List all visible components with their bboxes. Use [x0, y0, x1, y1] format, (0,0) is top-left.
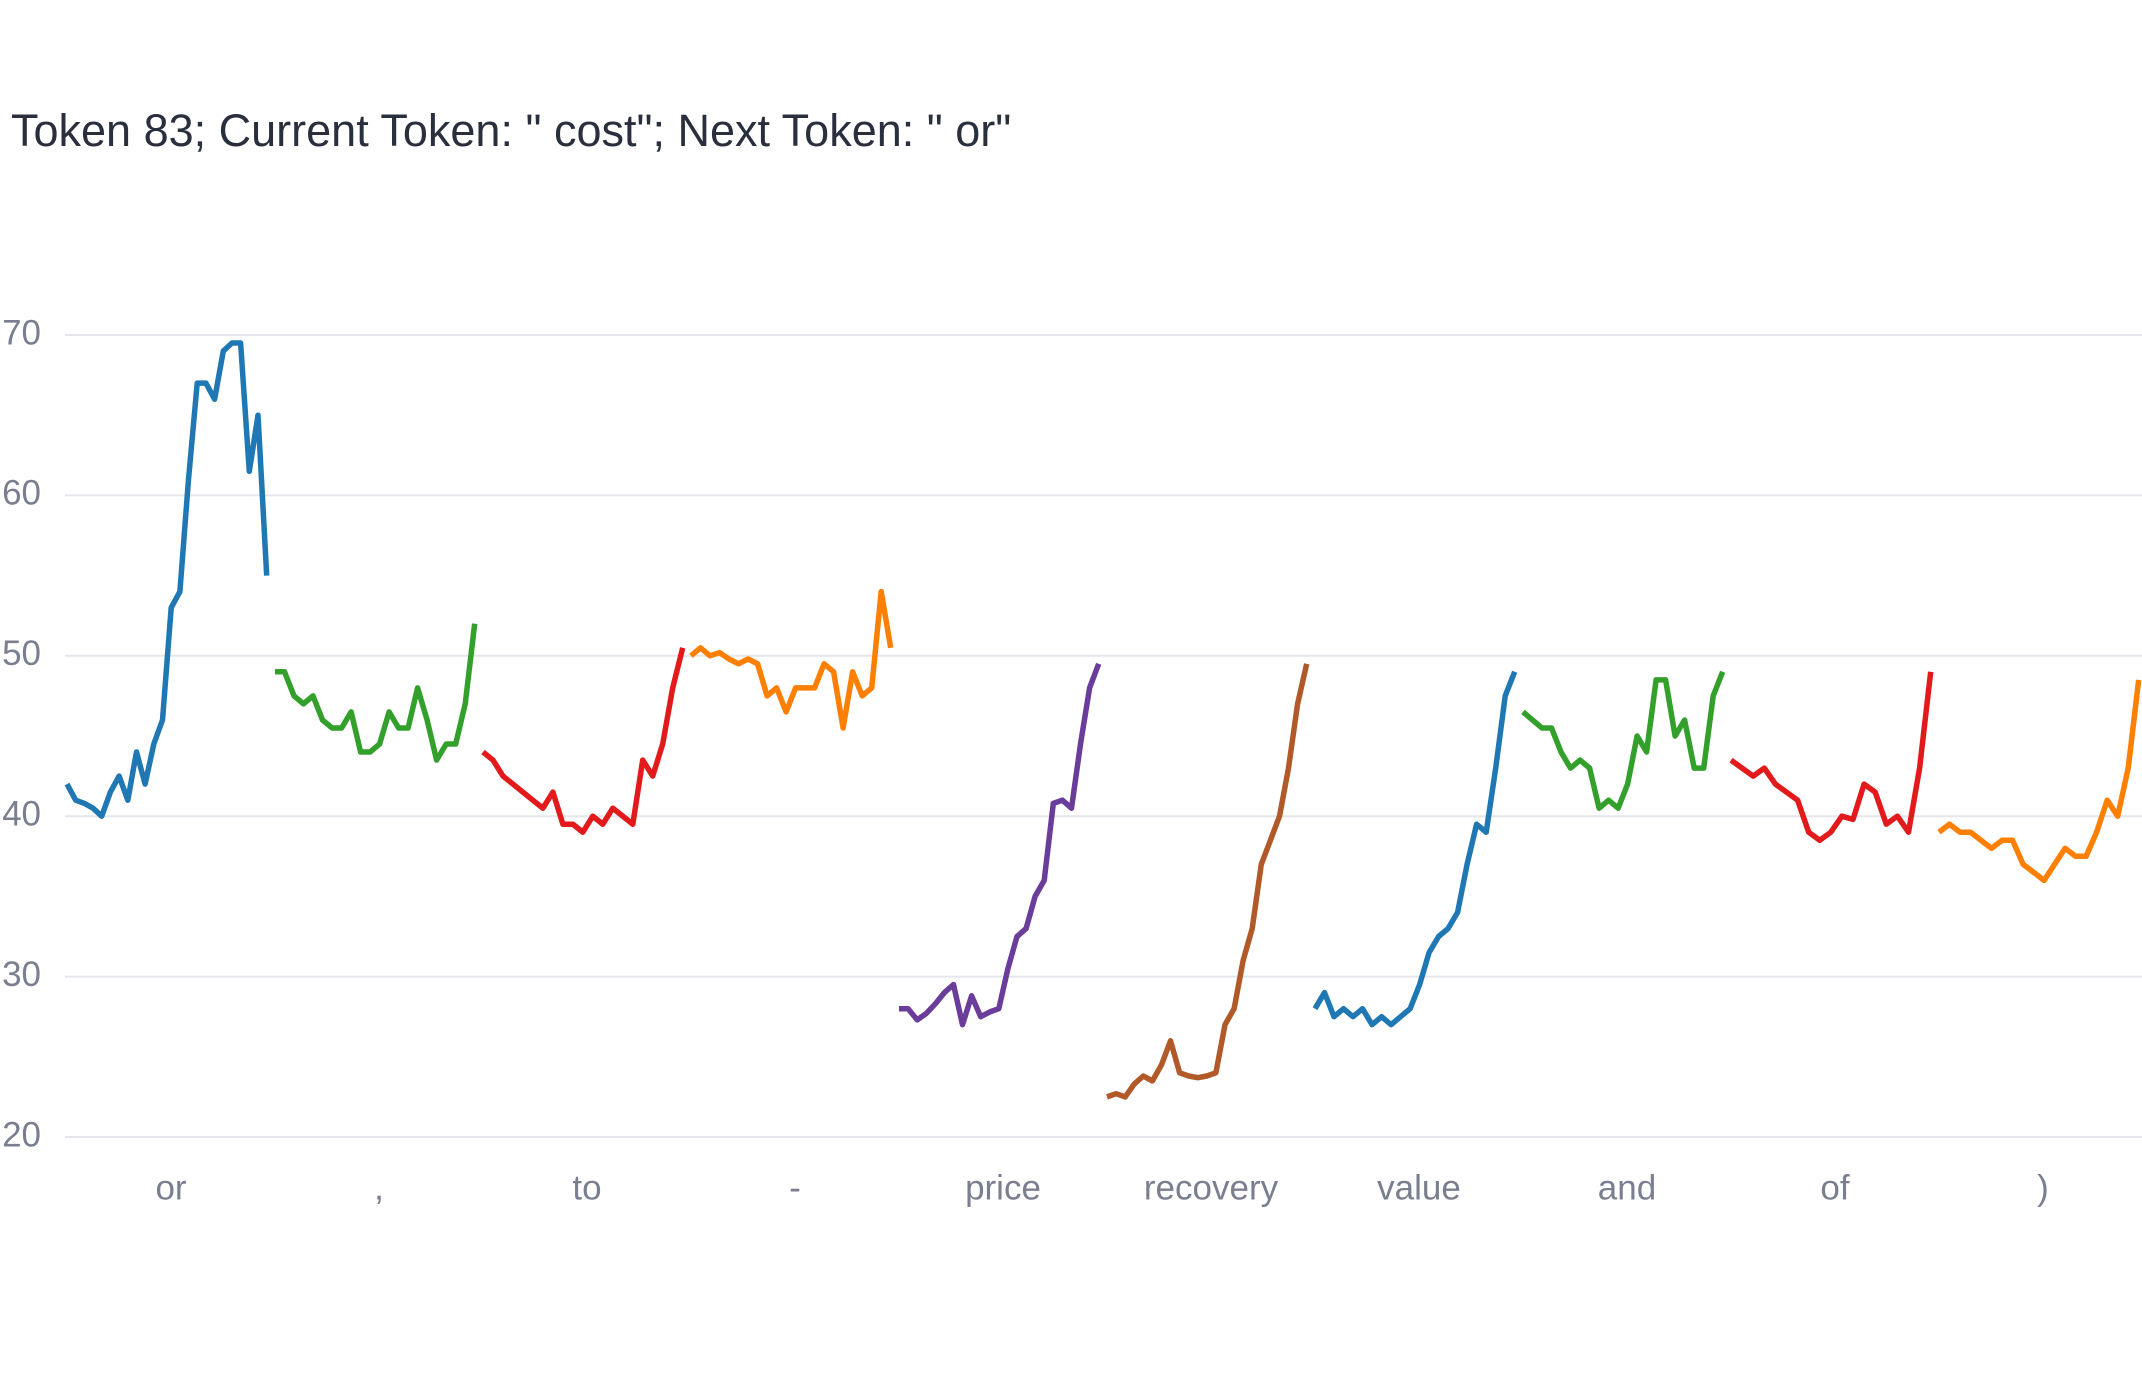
- series-line: [64, 340, 270, 819]
- series-line: [1937, 679, 2142, 884]
- x-tick-label: to: [572, 1168, 601, 1207]
- series-line: [1729, 671, 1934, 844]
- y-tick-label: 60: [2, 474, 41, 513]
- series-line: [899, 662, 1102, 1028]
- series-line: [275, 623, 478, 763]
- series-line: [1106, 663, 1310, 1100]
- x-tick-label: of: [1820, 1168, 1849, 1207]
- x-tick-label: recovery: [1144, 1168, 1279, 1207]
- chart-title: Token 83; Current Token: " cost"; Next T…: [11, 105, 1011, 156]
- y-tick-label: 20: [2, 1115, 41, 1154]
- x-tick-label: price: [965, 1168, 1041, 1207]
- x-tick-label: -: [789, 1168, 801, 1207]
- y-tick-label: 70: [2, 313, 41, 352]
- y-tick-label: 50: [2, 634, 41, 673]
- y-tick-label: 40: [2, 794, 41, 833]
- series-line: [1521, 670, 1726, 811]
- series-line: [1312, 670, 1518, 1028]
- series-line: [481, 647, 686, 835]
- x-tick-label: and: [1598, 1168, 1656, 1207]
- y-tick-label: 30: [2, 955, 41, 994]
- x-tick-label: or: [155, 1168, 186, 1207]
- x-tick-label: ): [2037, 1168, 2049, 1207]
- series-line: [689, 588, 894, 731]
- x-tick-label: value: [1377, 1168, 1461, 1207]
- x-tick-label: ,: [374, 1168, 384, 1207]
